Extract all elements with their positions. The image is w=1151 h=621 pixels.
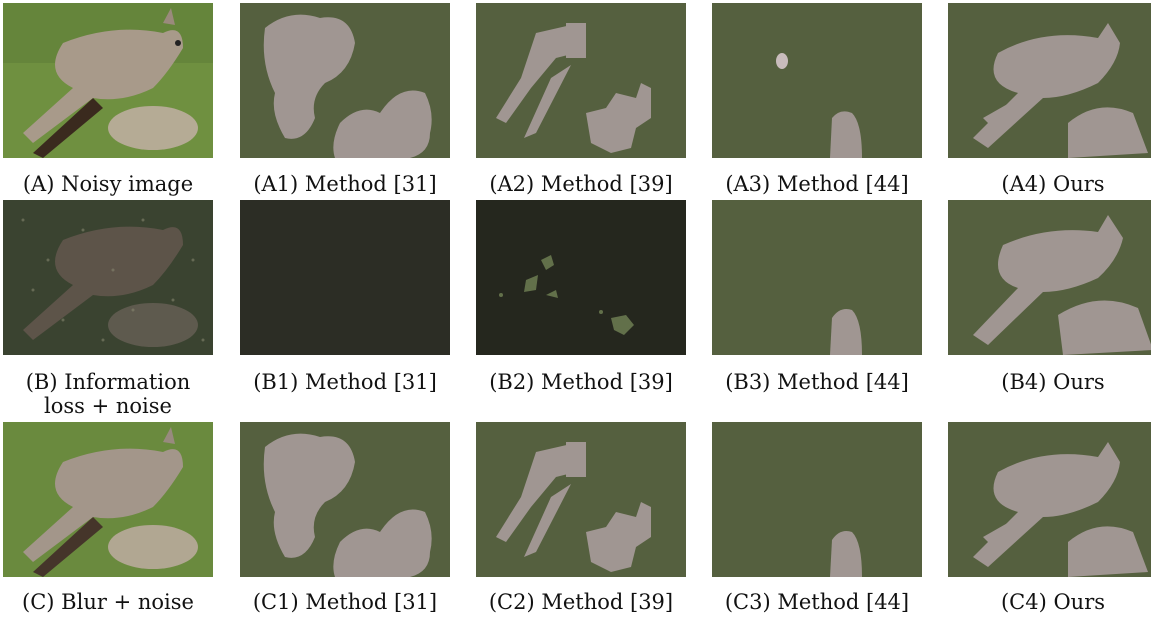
segmentation-b1 [240, 200, 450, 355]
panel-a4-ours [948, 3, 1151, 158]
segmentation-c4 [948, 422, 1151, 577]
panel-a1-method-31 [240, 3, 450, 158]
panel-c2-method-39 [476, 422, 686, 577]
panel-a3-method-44 [712, 3, 922, 158]
caption-c: (C) Blur + noise [22, 590, 194, 614]
segmentation-b3 [712, 200, 922, 355]
kangaroo-photo [3, 3, 213, 158]
panel-c-blur-noise [3, 422, 213, 577]
caption-a4: (A4) Ours [1001, 172, 1105, 196]
panel-b3-method-44 [712, 200, 922, 355]
caption-b: (B) Information loss + noise [0, 370, 223, 418]
panel-a2-method-39 [476, 3, 686, 158]
kangaroo-noisy-photo [3, 200, 213, 355]
caption-a2: (A2) Method [39] [489, 172, 673, 196]
caption-b1: (B1) Method [31] [253, 370, 437, 394]
caption-c1: (C1) Method [31] [252, 590, 438, 614]
caption-c4: (C4) Ours [1000, 590, 1106, 614]
kangaroo-blurred-photo [3, 422, 213, 577]
panel-c3-method-44 [712, 422, 922, 577]
caption-a3: (A3) Method [44] [725, 172, 909, 196]
caption-a1: (A1) Method [31] [253, 172, 437, 196]
panel-b-information-loss [3, 200, 213, 355]
segmentation-b2 [476, 200, 686, 355]
caption-b-line-2: loss + noise [44, 394, 172, 418]
segmentation-a3 [712, 3, 922, 158]
panel-c4-ours [948, 422, 1151, 577]
segmentation-a4 [948, 3, 1151, 158]
panel-c1-method-31 [240, 422, 450, 577]
caption-b4: (B4) Ours [1001, 370, 1105, 394]
panel-a-noisy-image [3, 3, 213, 158]
panel-b2-method-39 [476, 200, 686, 355]
segmentation-a2 [476, 3, 686, 158]
segmentation-c2 [476, 422, 686, 577]
caption-c3: (C3) Method [44] [724, 590, 910, 614]
caption-b-line-1: (B) Information [25, 370, 191, 394]
panel-b4-ours [948, 200, 1151, 355]
segmentation-a1 [240, 3, 450, 158]
segmentation-c1 [240, 422, 450, 577]
caption-b2: (B2) Method [39] [489, 370, 673, 394]
segmentation-c3 [712, 422, 922, 577]
caption-b3: (B3) Method [44] [725, 370, 909, 394]
caption-a: (A) Noisy image [22, 172, 194, 196]
caption-c2: (C2) Method [39] [488, 590, 674, 614]
segmentation-b4 [948, 200, 1151, 355]
panel-b1-method-31 [240, 200, 450, 355]
